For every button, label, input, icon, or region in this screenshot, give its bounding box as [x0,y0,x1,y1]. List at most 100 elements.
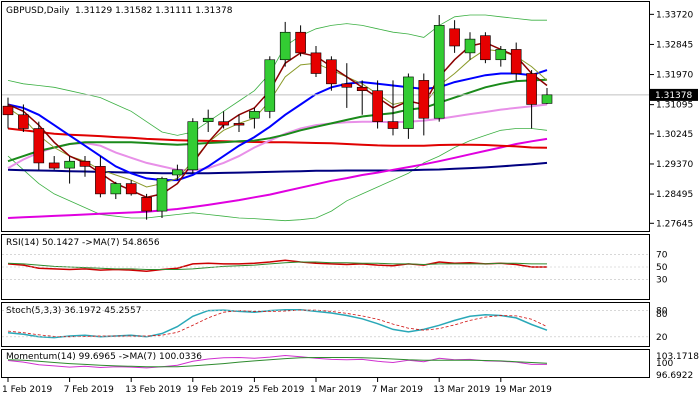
x-tick-label: 1 Feb 2019 [2,385,53,395]
candle-body [372,90,383,122]
rsi-panel-frame [1,234,650,300]
price-y-tick-label: 1.29370 [656,160,693,170]
candlesticks [2,15,553,220]
candle-body [387,121,399,129]
rsi-series-line-1 [7,261,547,270]
price-y-tick-label: 1.31970 [656,71,693,81]
candle-body [526,73,537,105]
stoch-y-tick-label: 80 [656,307,668,317]
moving-averages [7,41,548,219]
ma-violet-line [7,103,548,172]
x-tick-label: 25 Feb 2019 [248,385,304,395]
momentum-lines [7,354,548,369]
momentum-y-tick-label: 103.1718 [656,352,699,362]
candle-body [141,197,152,212]
candle-body [433,25,445,119]
candle-body [125,183,137,195]
x-tick-label: 7 Mar 2019 [372,385,424,395]
ma-magenta-line [7,137,548,219]
candle-body [480,35,491,61]
rsi-y-tick-label: 70 [656,251,668,261]
stoch-y-tick-label: 20 [656,333,668,343]
current-price-label: 1.31378 [655,91,692,101]
price-y-tick-label: 1.31095 [656,101,693,111]
current-price-box [650,88,698,101]
rsi-y-axis: 70 50 30 [2,251,668,285]
ma-red-line [7,127,548,149]
candle-body [464,38,476,54]
price-y-tick-label: 1.27645 [656,219,693,229]
momentum-y-tick-label: 96.6922 [656,371,693,381]
candle-body [279,31,291,61]
rsi-y-tick-label: 30 [656,275,668,285]
candle-body [218,121,229,126]
rsi-lines [7,259,547,273]
x-tick-label: 13 Mar 2019 [433,385,490,395]
rsi-y-tick-label: 50 [656,263,668,273]
rsi-series-line-0 [7,259,547,273]
candle-body [449,28,460,47]
candle-body [202,117,214,122]
candle-body [541,94,553,104]
rsi-panel: RSI(14) 50.1427 ->MA(7) 54.8656 70 50 30 [1,234,668,300]
candle-body [187,121,199,171]
candle-body [172,169,183,176]
momentum-panel-title: Momentum(14) 99.6965 ->MA(7) 100.0336 [6,352,202,362]
candle-body [418,80,430,119]
momentum-series-line-1 [7,357,548,368]
candle-body [233,123,245,126]
candle-body [156,178,168,212]
stoch-y-tick-label: 80 [656,310,668,320]
x-tick-label: 1 Mar 2019 [310,385,362,395]
candle-body [95,166,106,195]
price-y-tick-label: 1.32845 [656,40,693,50]
stoch-series-line-0 [7,308,548,339]
price-y-tick-label: 1.28495 [656,190,693,200]
candle-body [18,114,29,129]
x-axis: 1 Feb 2019 7 Feb 2019 13 Feb 2019 19 Feb 20… [2,378,552,395]
candle-body [326,59,337,85]
candle-body [341,83,353,88]
candle-body [295,31,306,54]
momentum-panel-frame [1,349,650,378]
x-tick-label: 13 Feb 2019 [125,385,181,395]
candle-body [64,160,75,169]
x-tick-label: 19 Feb 2019 [187,385,243,395]
candle-body [310,52,322,74]
bb-upper-line [7,14,547,136]
price-y-tick-label: 1.33720 [656,10,693,20]
candle-body [2,105,14,116]
candle-body [249,111,260,119]
stoch-panel-frame [1,302,650,347]
candle-body [510,49,522,74]
candle-body [264,59,276,112]
candle-body [33,128,45,164]
x-tick-label: 19 Mar 2019 [495,385,552,395]
stoch-series-line-1 [7,309,548,338]
stoch-panel-title: Stoch(5,3,3) 36.1972 45.2557 [6,306,141,316]
candle-body [48,162,60,169]
price-y-tick-label: 1.30245 [656,130,693,140]
price-ohlc-header: 1.31129 1.31582 1.31111 1.31378 [75,6,233,16]
price-panel-title: GBPUSD,Daily [6,6,70,16]
candle-body [110,183,122,195]
price-panel: GBPUSD,Daily 1.31129 1.31582 1.31111 1.3… [1,1,698,232]
candle-body [79,160,91,167]
ma-blue-line [7,69,548,182]
x-tick-label: 7 Feb 2019 [64,385,115,395]
momentum-panel: Momentum(14) 99.6965 ->MA(7) 100.0336 10… [1,349,699,381]
momentum-y-tick-label: 100 [656,359,673,369]
candle-body [495,49,507,61]
stoch-lines [7,308,548,339]
rsi-panel-title: RSI(14) 50.1427 ->MA(7) 54.8656 [6,238,160,248]
ma-green-line [7,78,548,163]
price-y-axis: 1.33720 1.32845 1.31970 1.31095 1.30245 1.293… [650,10,693,229]
price-panel-frame [1,1,650,232]
candle-body [403,76,414,129]
candle-body [356,86,368,92]
current-price-marker: 1.31378 [650,88,698,101]
